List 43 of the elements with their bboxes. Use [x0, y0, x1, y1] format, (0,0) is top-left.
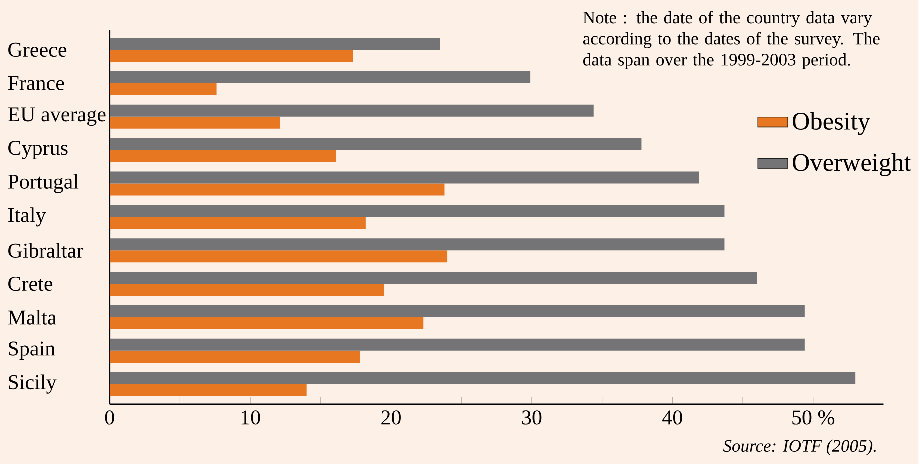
- bar: [110, 250, 448, 262]
- bar: [110, 238, 725, 250]
- bar: [110, 104, 594, 117]
- y-tick-label: Greece: [8, 42, 67, 57]
- bar: [110, 38, 440, 50]
- legend-label: Obesity: [792, 112, 870, 136]
- y-tick-label: Sicily: [9, 374, 57, 394]
- bar: [110, 184, 445, 196]
- y-tick-label: Cyprus: [8, 140, 68, 160]
- bar: [110, 204, 725, 218]
- bar: [110, 272, 758, 284]
- y-tick-label: Spain: [9, 342, 56, 360]
- y-tick-label: EU average: [8, 108, 106, 126]
- y-tick-label: Crete: [8, 276, 53, 291]
- bar: [110, 284, 384, 296]
- bar: [110, 138, 642, 150]
- bar: [110, 150, 336, 162]
- y-tick-label: Malta: [8, 310, 57, 325]
- bar: [110, 372, 856, 384]
- bar: [110, 217, 366, 230]
- y-tick-label: Portugal: [8, 174, 79, 194]
- y-tick-label: France: [8, 76, 64, 90]
- bar: [110, 116, 280, 129]
- bar: [110, 71, 531, 84]
- x-tick-label: 10: [242, 410, 260, 425]
- bar: [110, 83, 217, 96]
- y-tick-label: Italy: [8, 207, 46, 227]
- bar: [110, 305, 805, 318]
- x-tick-label: 50 %: [792, 410, 835, 425]
- x-tick-label: 20: [382, 410, 401, 425]
- x-tick-label: 0: [105, 410, 114, 425]
- bar: [110, 317, 424, 330]
- bar: [110, 384, 307, 396]
- legend-label: Overweight: [792, 153, 912, 176]
- bar: [110, 50, 354, 62]
- x-tick-label: 40: [662, 410, 682, 425]
- annotation: Note : the date of the country data vary according to the dates of the survey. The data span over the 1999-2003 period.: [583, 11, 880, 70]
- bar: [110, 172, 700, 184]
- bar: [110, 350, 360, 363]
- text: Source: IOTF (2005).: [723, 440, 876, 456]
- y-tick-label: Gibraltar: [8, 243, 84, 258]
- bar: [110, 338, 805, 351]
- x-tick-label: 30: [522, 410, 542, 425]
